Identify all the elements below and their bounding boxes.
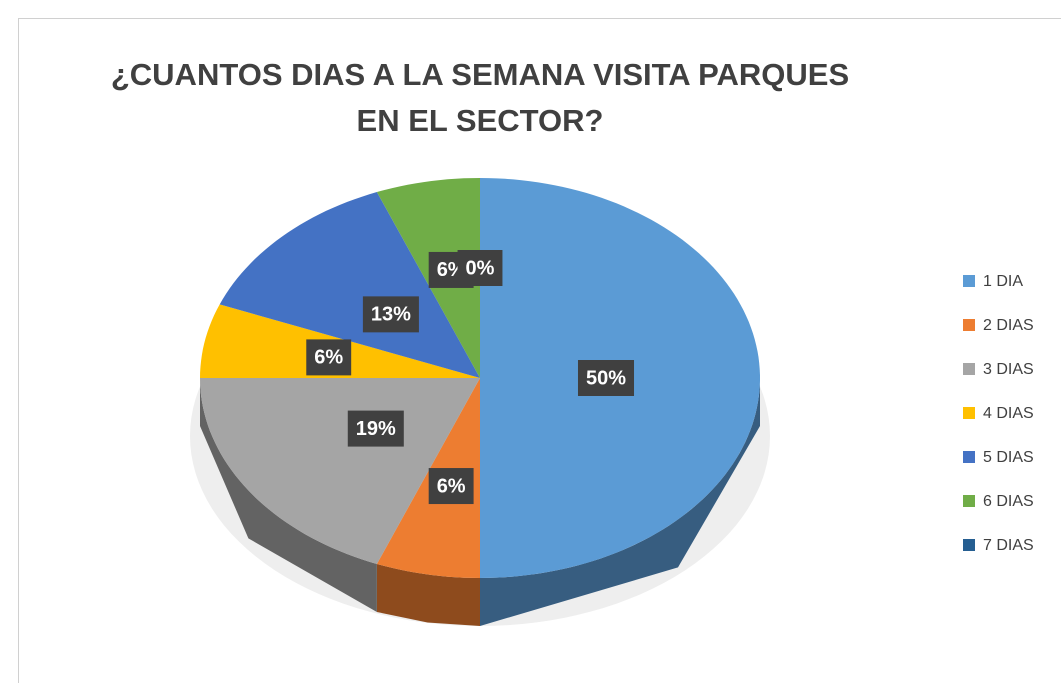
legend-swatch <box>963 495 975 507</box>
data-label-text: 6% <box>437 475 466 497</box>
legend-label: 6 DIAS <box>983 493 1034 510</box>
pie-slice <box>376 378 480 578</box>
data-label: 19% <box>347 410 404 447</box>
legend-swatch <box>963 363 975 375</box>
data-label: 13% <box>362 296 419 333</box>
data-label-box <box>457 250 503 286</box>
data-label-box <box>428 468 474 505</box>
pie-slice <box>376 178 480 378</box>
pie-side <box>480 378 760 626</box>
legend-label: 1 DIA <box>983 273 1023 290</box>
data-label-text: 13% <box>371 304 411 326</box>
legend-label: 2 DIAS <box>983 317 1034 334</box>
legend-swatch <box>963 539 975 551</box>
chart-frame <box>18 18 1061 683</box>
data-label-box <box>306 339 352 376</box>
legend-label: 4 DIAS <box>983 405 1034 422</box>
legend-swatch <box>963 319 975 331</box>
data-label-box <box>347 410 404 447</box>
data-label: 6% <box>428 468 474 505</box>
legend-label: 5 DIAS <box>983 449 1034 466</box>
data-label-box <box>577 360 635 396</box>
data-label-text: 19% <box>356 418 396 440</box>
pie-slice <box>200 378 480 564</box>
chart-title: ¿CUANTOS DIAS A LA SEMANA VISITA PARQUES… <box>110 57 850 138</box>
data-label-text: 6% <box>314 347 343 369</box>
data-label-text: 0% <box>466 257 495 279</box>
legend-label: 7 DIAS <box>983 537 1034 554</box>
pie-side <box>200 378 377 612</box>
legend-label: 3 DIAS <box>983 361 1034 378</box>
legend-swatch <box>963 407 975 419</box>
data-label-box <box>362 296 419 333</box>
data-label: 0% <box>457 250 503 286</box>
data-label: 50% <box>577 360 635 396</box>
data-label: 6% <box>306 339 352 376</box>
legend-swatch <box>963 451 975 463</box>
legend-swatch <box>963 275 975 287</box>
data-label-text: 50% <box>586 367 626 389</box>
pie-side <box>376 564 480 626</box>
